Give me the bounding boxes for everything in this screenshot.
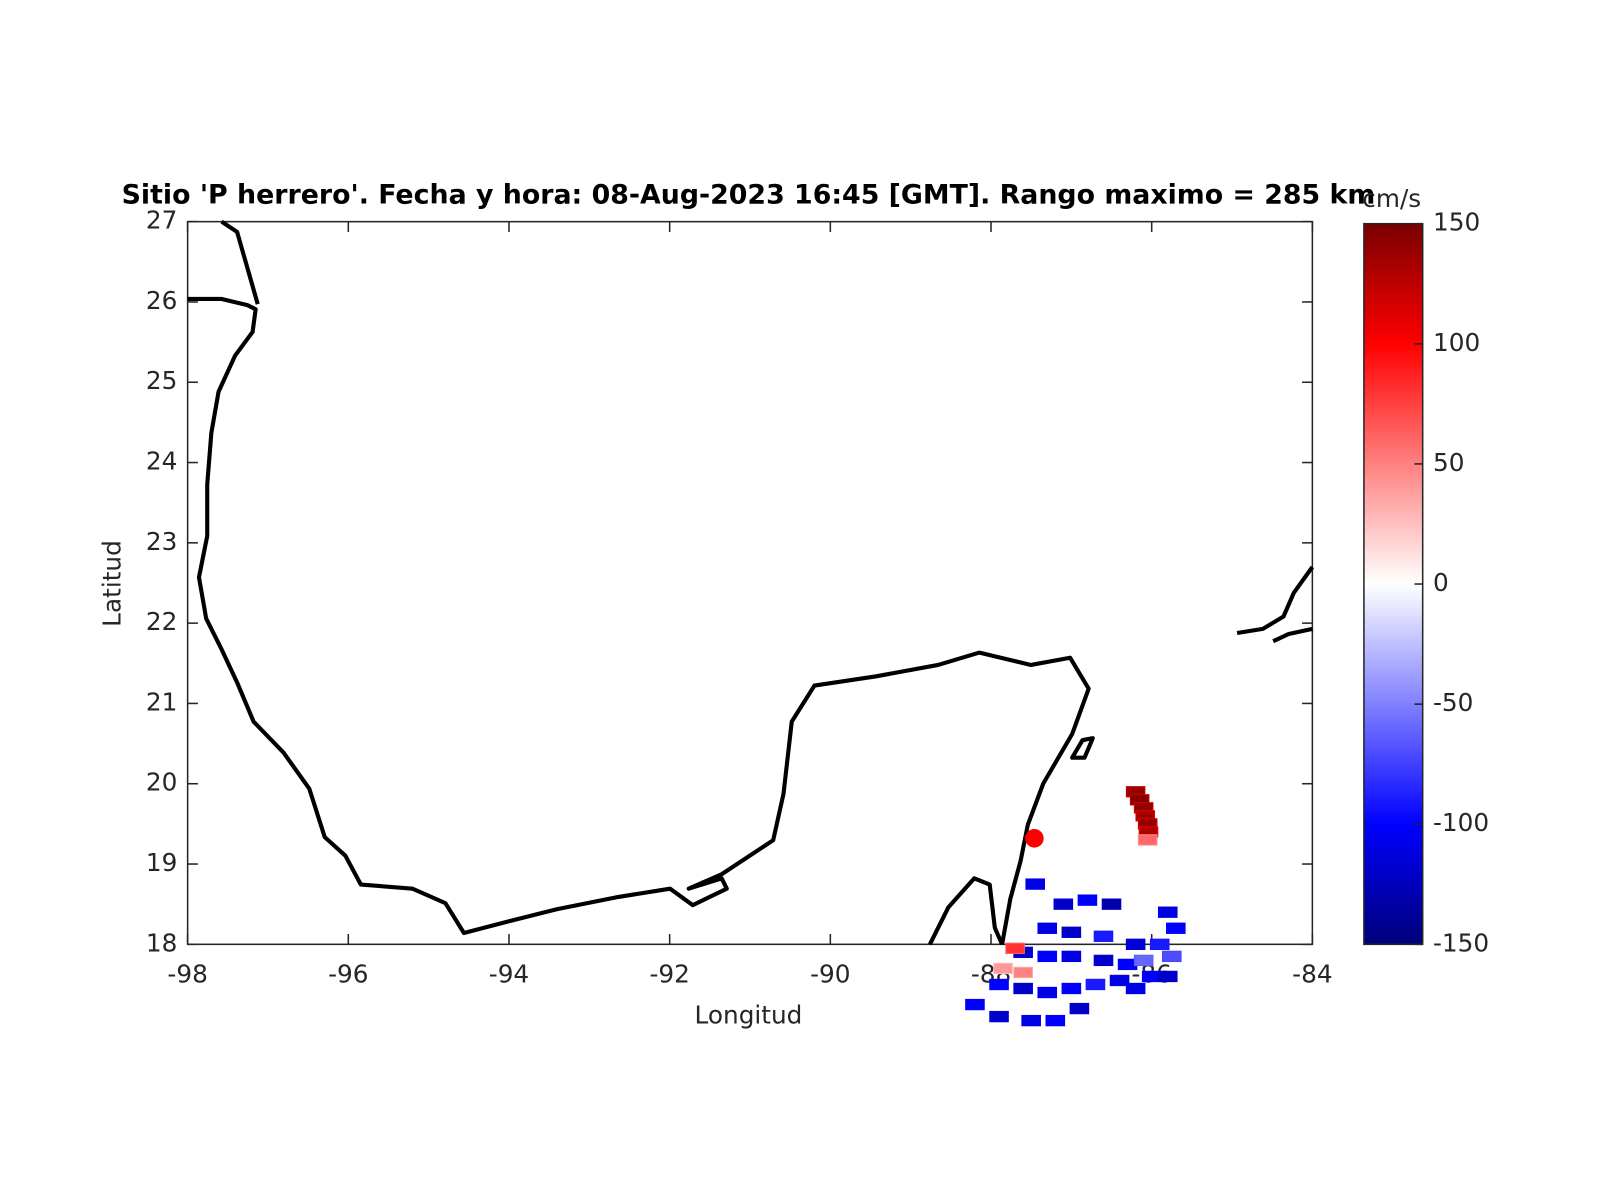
x-tick-label: -96 [328,959,368,988]
velocity-cell [1037,922,1058,934]
x-axis-label: Longitud [695,1000,803,1029]
velocity-cell [1045,1014,1066,1027]
x-tick-label: -84 [1292,959,1332,988]
y-tick-label: 24 [146,447,177,476]
velocity-cell [1077,894,1098,906]
y-tick-label: 22 [146,607,177,636]
velocity-cell [1061,926,1082,938]
velocity-cell [1161,950,1182,963]
coast-cozumel [1070,736,1095,760]
x-tick-label: -90 [810,959,850,988]
velocity-cell [1101,898,1122,910]
colorbar [1363,222,1424,946]
velocity-cell [1025,878,1045,890]
velocity-cell [993,962,1013,975]
x-tick-label: -98 [167,959,207,988]
velocity-cell [1125,938,1146,950]
velocity-cell [1053,898,1074,910]
y-tick-label: 25 [146,366,177,395]
velocity-cell [1093,930,1114,942]
velocity-cell [1125,982,1146,995]
velocity-cell [1093,954,1114,967]
y-tick-label: 27 [146,206,177,235]
velocity-cell [1109,974,1130,987]
velocity-cell [1037,950,1058,963]
velocity-cell [1005,942,1025,955]
coast-belize [928,876,1004,946]
velocity-cell [1157,906,1178,918]
coast-gulf [187,296,1091,945]
x-tick-label: -92 [649,959,689,988]
velocity-cell [1149,938,1170,950]
y-tick-label: 18 [146,928,177,957]
x-tick-label: -94 [489,959,529,988]
velocity-cell [1061,950,1082,963]
velocity-cell [1133,954,1154,967]
colorbar-label: cm/s [1362,184,1421,213]
y-tick-label: 21 [146,687,177,716]
colorbar-tick-label: -50 [1433,688,1473,717]
y-tick-label: 19 [146,848,177,877]
y-axis-label: Latitud [97,540,126,627]
velocity-cell [989,1010,1009,1023]
velocity-cell [1166,922,1186,934]
velocity-cell [989,978,1009,991]
axes-box [186,220,1314,946]
y-tick-label: 23 [146,527,177,556]
velocity-cell [1137,834,1158,846]
colorbar-tick-label: 50 [1433,448,1464,477]
colorbar-tick-label: -150 [1433,928,1489,957]
velocity-cell [1013,966,1033,979]
velocity-cell [1013,982,1033,995]
velocity-cell [965,998,985,1011]
colorbar-tick-label: 100 [1433,328,1480,357]
velocity-cell [1061,982,1082,995]
chart-title: Sitio 'P herrero'. Fecha y hora: 08-Aug-… [122,179,1376,210]
velocity-cell [1021,1014,1041,1027]
y-tick-label: 26 [146,286,177,315]
colorbar-tick-label: 150 [1433,208,1480,237]
y-tick-label: 20 [146,768,177,797]
colorbar-tick-label: -100 [1433,808,1489,837]
velocity-cell [1069,1002,1090,1015]
velocity-cell [1037,986,1058,999]
site-marker [1025,829,1044,848]
coast-cuba [1236,565,1315,644]
coastline [187,219,1315,946]
coast-florida [220,219,260,305]
colorbar-tick-label: 0 [1433,568,1449,597]
velocity-cell [1085,978,1106,991]
velocity-cell [1157,970,1178,983]
